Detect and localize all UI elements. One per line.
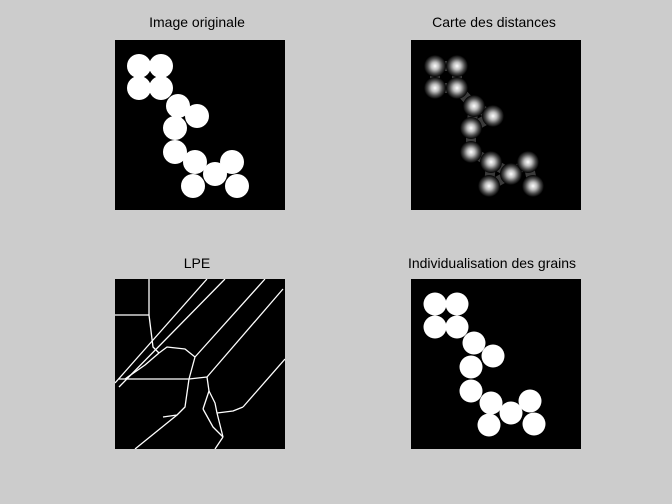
panel-title-separated: Individualisation des grains xyxy=(407,255,577,271)
axes-separated-grains xyxy=(411,279,581,449)
axes-watershed xyxy=(115,279,285,449)
axes-distance-map xyxy=(411,40,581,210)
axes-original-image xyxy=(115,40,285,210)
panel-title-original: Image originale xyxy=(149,14,245,30)
distance-map-image xyxy=(424,55,544,197)
original-grains-image xyxy=(127,54,249,198)
panel-title-distance: Carte des distances xyxy=(432,14,556,30)
panel-title-watershed: LPE xyxy=(183,255,211,271)
watershed-lines-image xyxy=(115,279,285,449)
separated-grains-image xyxy=(423,292,546,437)
